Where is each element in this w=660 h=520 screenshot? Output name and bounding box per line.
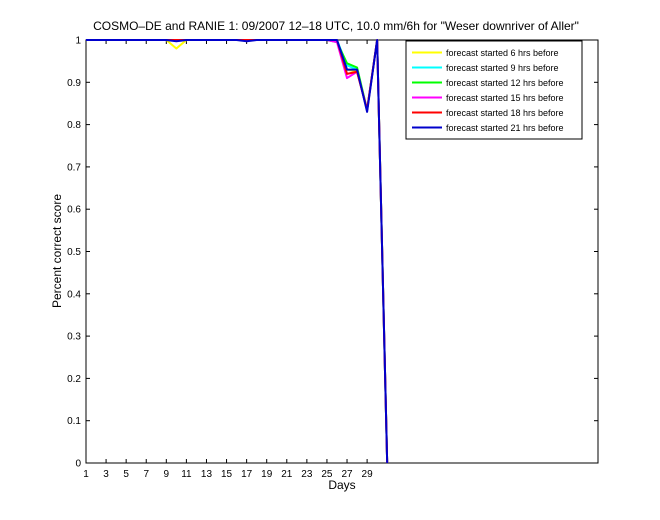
legend-label: forecast started 6 hrs before: [446, 48, 559, 58]
y-axis-label: Percent correct score: [50, 194, 64, 308]
legend-box: [405, 40, 583, 140]
x-tick-label: 19: [261, 469, 273, 480]
legend-label: forecast started 18 hrs before: [446, 108, 564, 118]
x-tick-label: 23: [301, 469, 313, 480]
x-axis-label: Days: [328, 478, 355, 492]
legend-label: forecast started 15 hrs before: [446, 93, 564, 103]
legend-label: forecast started 9 hrs before: [446, 63, 559, 73]
x-tick-label: 7: [143, 469, 149, 480]
y-tick-label: 0.5: [67, 247, 81, 258]
series-line-6: [86, 39, 389, 464]
x-tick-label: 15: [221, 469, 233, 480]
x-tick-label: 11: [181, 469, 192, 480]
y-tick-label: 0.4: [67, 289, 81, 300]
legend-label: forecast started 12 hrs before: [446, 78, 564, 88]
x-tick-label: 13: [201, 469, 213, 480]
x-tick-label: 5: [123, 469, 129, 480]
y-tick-label: 0.3: [67, 332, 81, 343]
legend-label: forecast started 21 hrs before: [446, 123, 564, 133]
y-tick-label: 0.2: [67, 374, 81, 385]
x-tick-label: 3: [103, 469, 109, 480]
chart-title: COSMO–DE and RANIE 1: 09/2007 12–18 UTC,…: [93, 19, 579, 33]
y-tick-label: 0.9: [67, 78, 81, 89]
y-tick-label: 0.6: [67, 205, 81, 216]
plot-area: 1 3 5 7 9 11 13 15 17 19 21 23 25 27 2900.10.20.30.40.…: [67, 36, 599, 480]
x-tick-label: 21: [281, 469, 293, 480]
x-tick-label: 27: [341, 469, 353, 480]
x-tick-label: 25: [321, 469, 333, 480]
y-tick-label: 1: [75, 36, 81, 47]
x-tick-label: 29: [362, 469, 374, 480]
x-tick-label: 17: [241, 469, 253, 480]
x-tick-label: 9: [164, 469, 170, 480]
y-tick-label: 0.8: [67, 120, 81, 131]
y-tick-label: 0: [75, 459, 81, 470]
x-tick-label: 1: [83, 469, 89, 480]
y-tick-label: 0.1: [67, 416, 81, 427]
y-tick-label: 0.7: [67, 162, 81, 173]
